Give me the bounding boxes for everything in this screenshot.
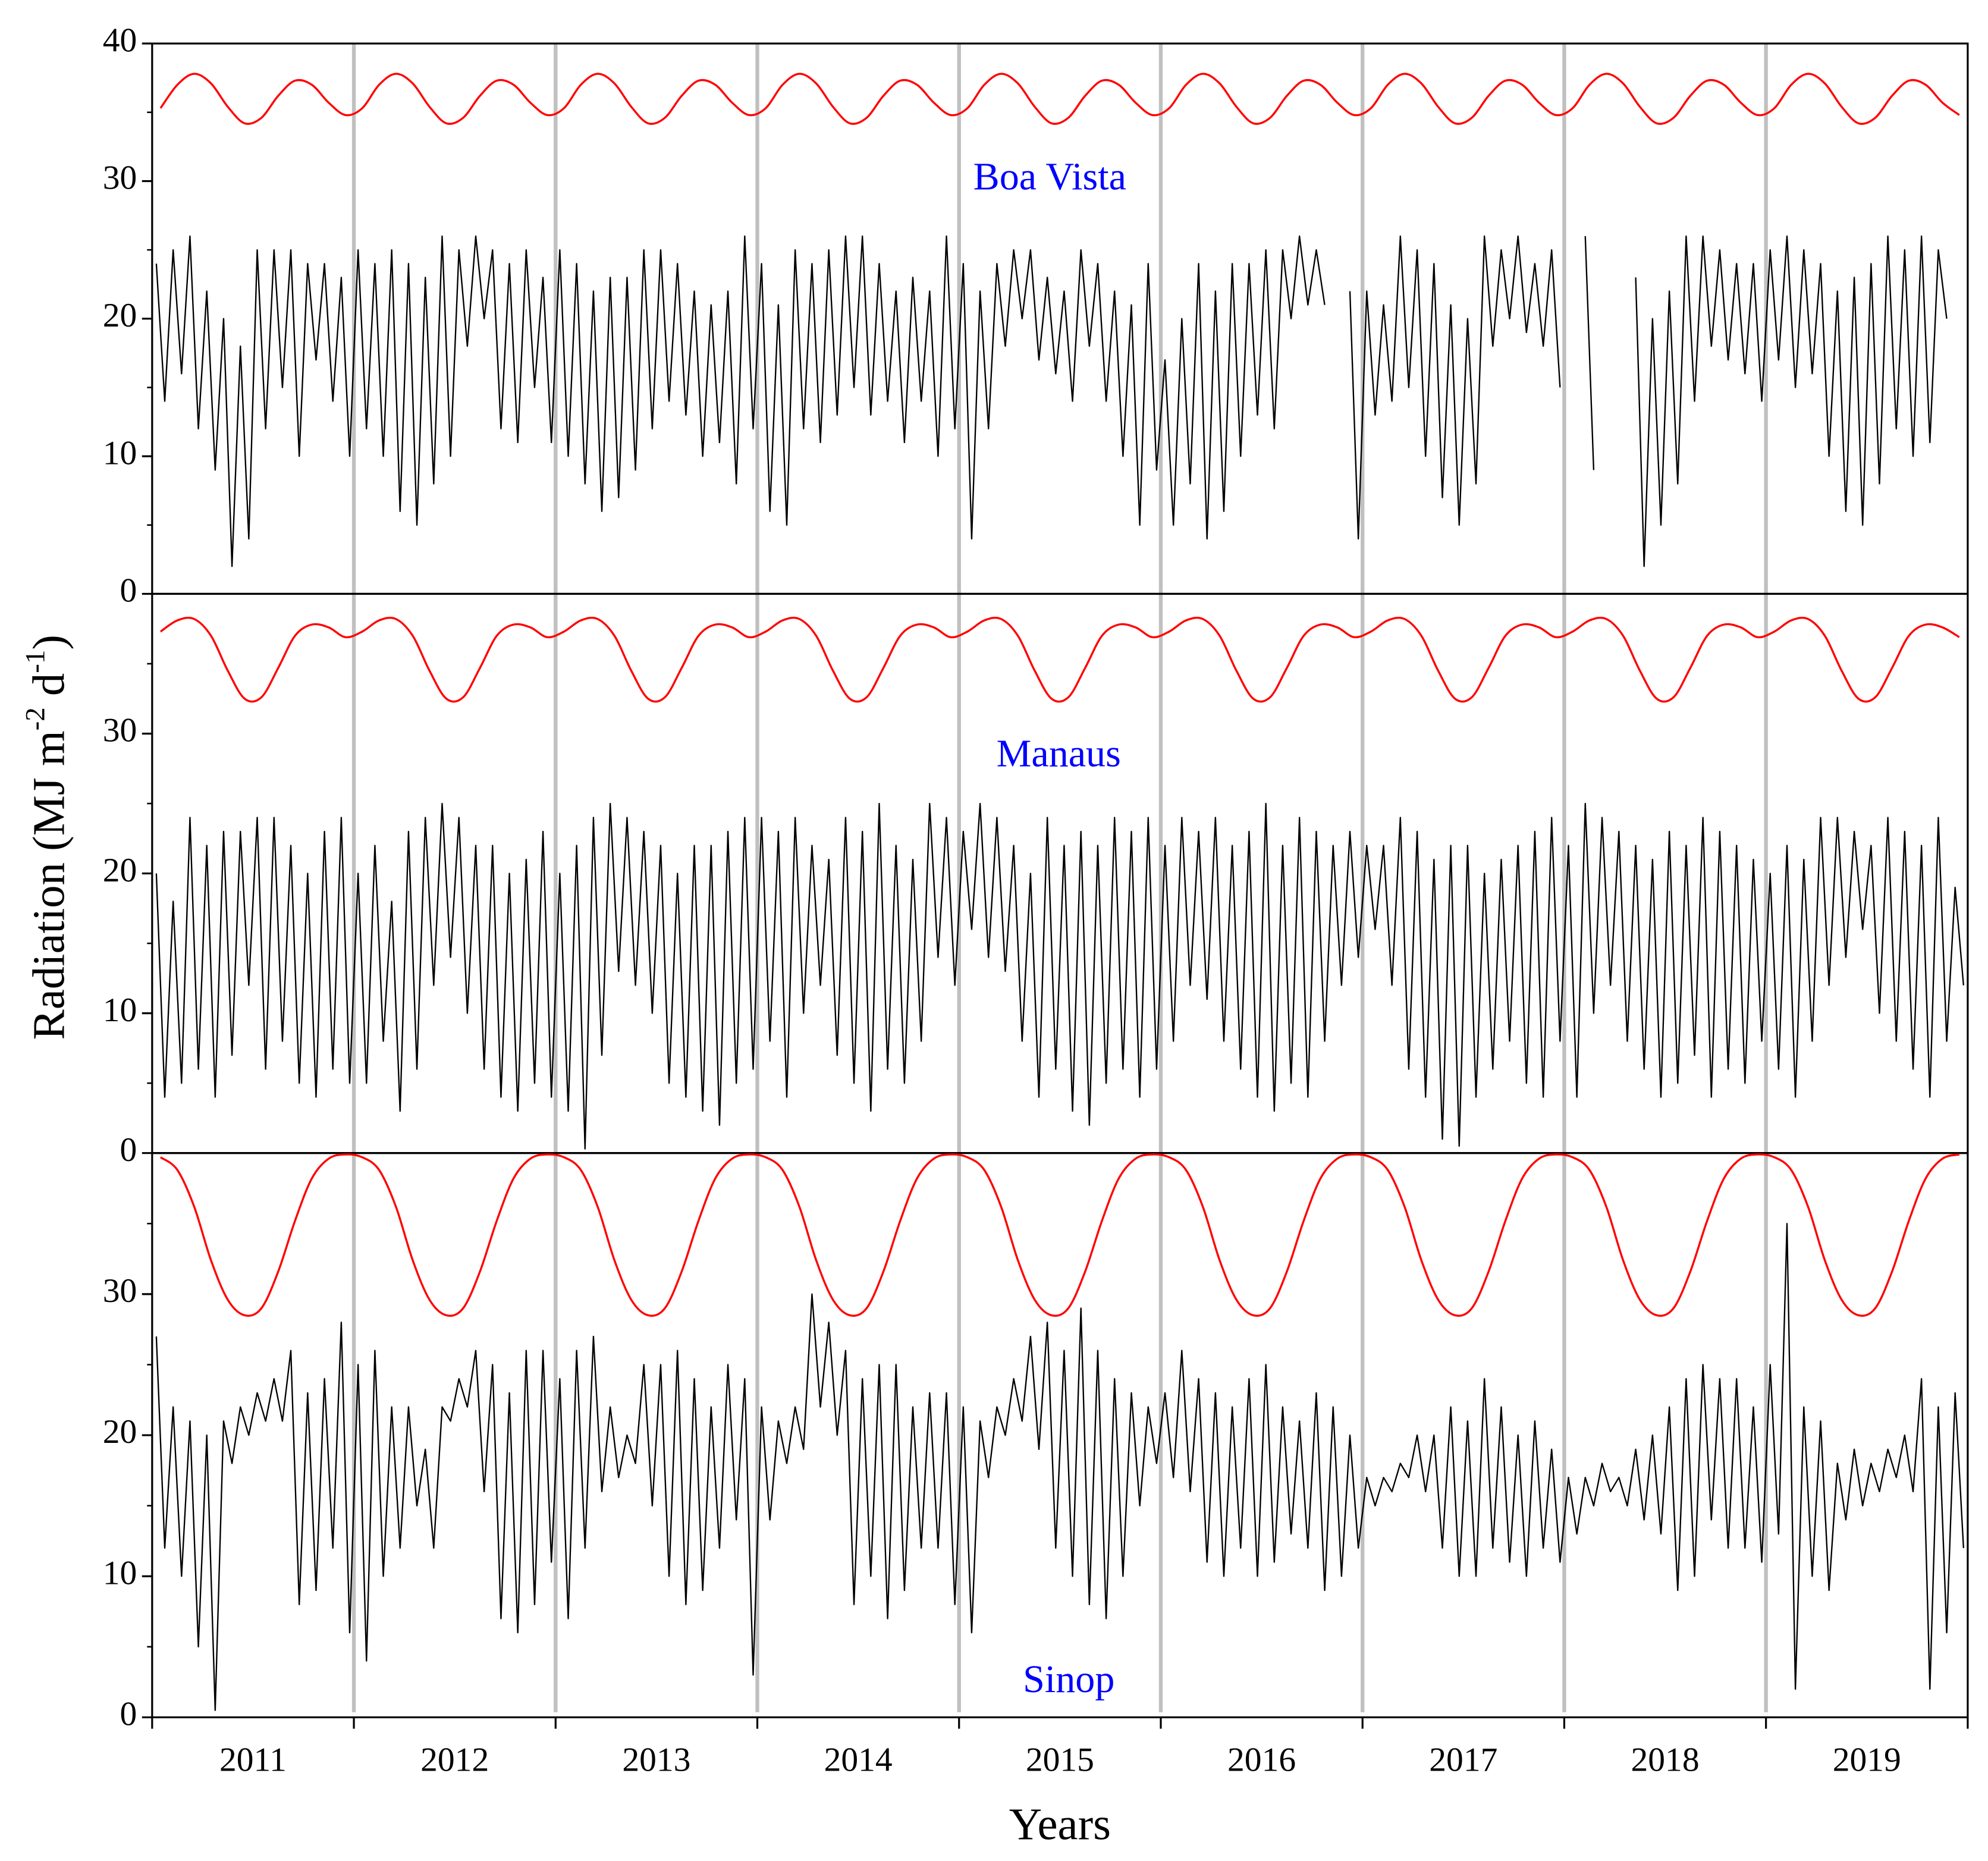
x-tick-label: 2018 [1631, 1741, 1700, 1778]
x-tick-label: 2015 [1026, 1741, 1094, 1778]
y-tick-label: 10 [103, 1554, 137, 1592]
x-axis-title: Years [1009, 1799, 1111, 1850]
y-tick-label: 10 [103, 434, 137, 472]
x-tick-label: 2016 [1227, 1741, 1296, 1778]
station-label: Sinop [1023, 1658, 1114, 1701]
y-tick-label: 20 [103, 852, 137, 889]
y-tick-label: 0 [120, 572, 137, 610]
x-tick-label: 2019 [1833, 1741, 1901, 1778]
y-tick-label: 0 [120, 1131, 137, 1169]
y-tick-label: 20 [103, 297, 137, 334]
data-line [155, 235, 1948, 567]
y-tick-label: 30 [103, 159, 137, 197]
y-axis-title-part: -2 [20, 707, 51, 730]
data-line [155, 1223, 1965, 1711]
x-tick-label: 2013 [622, 1741, 690, 1778]
y-axis-title-part: Radiation (MJ m [23, 730, 74, 1040]
y-tick-label: 10 [103, 991, 137, 1029]
y-tick-label: 20 [103, 1413, 137, 1451]
x-tick-label: 2012 [420, 1741, 489, 1778]
y-tick-label: 30 [103, 712, 137, 749]
station-label: Manaus [997, 732, 1121, 776]
data-line [155, 802, 1964, 1150]
x-tick-label: 2014 [824, 1741, 893, 1778]
station-label: Boa Vista [973, 155, 1126, 199]
y-tick-label: 30 [103, 1272, 137, 1310]
y-tick-label: 0 [120, 1696, 137, 1733]
x-tick-label: 2017 [1429, 1741, 1497, 1778]
y-axis-title-part: ) [23, 635, 74, 650]
reference-line [159, 73, 1960, 125]
reference-line [159, 1153, 1960, 1317]
y-axis-title: Radiation (MJ m-2 d-1) [20, 635, 74, 1040]
y-axis-title-part: d [23, 673, 74, 708]
y-axis-title-part: -1 [20, 650, 51, 673]
y-tick-label: 40 [103, 21, 137, 59]
reference-line [159, 616, 1960, 703]
x-tick-label: 2011 [219, 1741, 287, 1778]
plot-frame [151, 592, 1969, 1154]
